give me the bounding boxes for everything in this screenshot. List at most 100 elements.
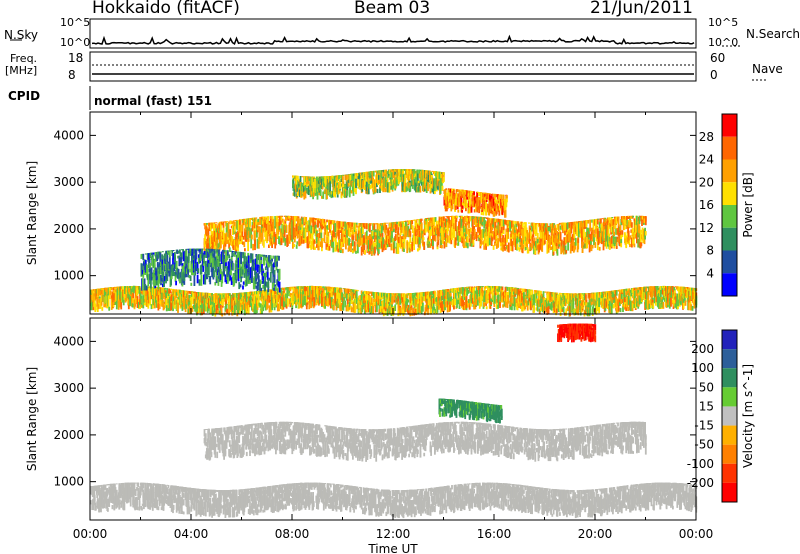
power-cell <box>213 222 215 228</box>
power-cell <box>273 231 276 240</box>
power-cell <box>559 225 562 230</box>
power-cell <box>643 218 646 223</box>
power-cell <box>547 300 550 307</box>
power-cell <box>229 229 232 241</box>
power-cell <box>284 238 287 246</box>
power-cell <box>572 221 575 226</box>
power-cell <box>622 217 624 226</box>
power-cell <box>674 286 677 288</box>
power-cell <box>418 230 421 243</box>
power-cell <box>302 239 305 244</box>
power-cell <box>397 250 400 254</box>
power-cell <box>340 221 343 231</box>
power-cell <box>393 299 396 303</box>
power-cell <box>516 243 519 250</box>
power-cell <box>291 220 294 231</box>
power-cell <box>232 309 234 314</box>
power-cell <box>423 292 426 300</box>
power-cell <box>530 243 533 251</box>
power-cell <box>581 299 583 312</box>
power-cell <box>277 289 280 303</box>
power-cell <box>634 299 637 309</box>
power-cell <box>436 299 439 313</box>
power-cell <box>354 246 357 253</box>
power-cell <box>507 295 510 299</box>
power-cell <box>345 305 348 312</box>
power-cell <box>323 219 326 224</box>
power-cell <box>653 286 655 294</box>
power-cell <box>480 302 482 306</box>
power-cell <box>455 215 458 222</box>
power-cell <box>371 231 374 237</box>
power-cell <box>592 293 595 306</box>
power-cell <box>172 298 175 304</box>
power-cell <box>230 235 232 246</box>
power-cell <box>343 236 345 244</box>
power-cell <box>113 293 116 301</box>
power-cell <box>440 290 443 297</box>
power-cell <box>90 294 93 300</box>
power-cell <box>428 217 431 221</box>
power-cell <box>197 292 200 297</box>
power-cell <box>382 244 385 251</box>
power-cell <box>446 216 449 219</box>
power-cell <box>324 221 327 225</box>
power-cell <box>418 237 421 245</box>
power-cell <box>396 230 399 242</box>
power-cell <box>535 223 538 225</box>
power-cell <box>391 293 394 300</box>
power-cell <box>605 229 607 240</box>
power-cell <box>480 288 483 296</box>
power-cell <box>547 227 550 232</box>
power-cell <box>637 233 640 238</box>
power-cell <box>394 304 397 311</box>
power-cell <box>345 236 347 250</box>
freq-tick-top: 18 <box>68 51 84 65</box>
power-cell <box>370 245 373 256</box>
power-cell <box>584 293 587 301</box>
power-cell <box>409 307 412 317</box>
power-cell <box>323 287 326 297</box>
power-cell <box>507 291 510 296</box>
power-cell <box>499 237 502 243</box>
power-cell <box>406 298 409 309</box>
power-cell <box>422 302 424 312</box>
power-cell <box>283 296 286 302</box>
power-cell <box>305 217 308 227</box>
power-cell <box>619 289 621 300</box>
power-cell <box>278 236 280 244</box>
power-cell <box>435 227 438 235</box>
power-cell <box>245 230 248 237</box>
power-cell <box>98 288 100 293</box>
power-cell <box>453 223 455 230</box>
power-cell <box>545 228 548 241</box>
power-cell <box>218 295 221 307</box>
power-cell <box>226 221 229 223</box>
power-cell <box>353 241 356 251</box>
power-cell <box>329 292 331 306</box>
power-cell <box>509 220 512 222</box>
power-cell <box>457 235 460 246</box>
power-cell <box>589 219 592 232</box>
power-cell <box>615 246 618 249</box>
power-cell <box>348 305 350 310</box>
power-cell <box>461 306 464 310</box>
power-cell <box>499 302 501 308</box>
power-cell <box>360 307 362 314</box>
power-cell <box>472 239 475 246</box>
power-cell <box>363 244 366 254</box>
power-cell <box>559 222 562 224</box>
power-cell <box>318 286 321 300</box>
noise-sky-label: N.Sky <box>4 28 39 42</box>
power-cell <box>625 216 628 221</box>
power-cell <box>281 218 284 223</box>
power-cell <box>595 233 598 242</box>
power-cell <box>290 293 292 297</box>
power-cell <box>251 225 254 232</box>
power-cell <box>598 297 600 307</box>
power-cell <box>502 244 504 252</box>
power-cell <box>249 218 252 220</box>
power-cell <box>220 235 222 249</box>
power-cell <box>253 219 256 229</box>
power-cell <box>383 293 386 307</box>
